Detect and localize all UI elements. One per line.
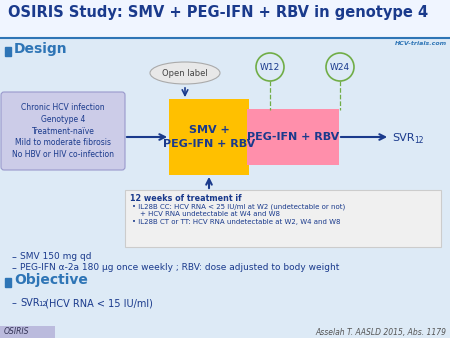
Text: SVR: SVR — [20, 298, 40, 308]
Text: Design: Design — [14, 42, 68, 56]
Text: –: – — [12, 298, 17, 308]
Text: Open label: Open label — [162, 69, 208, 77]
Text: OSIRIS Study: SMV + PEG-IFN + RBV in genotype 4: OSIRIS Study: SMV + PEG-IFN + RBV in gen… — [8, 5, 428, 20]
Text: OSIRIS: OSIRIS — [4, 328, 30, 337]
Text: Asselah T. AASLD 2015, Abs. 1179: Asselah T. AASLD 2015, Abs. 1179 — [315, 328, 446, 337]
Text: SMV +
PEG-IFN + RBV: SMV + PEG-IFN + RBV — [163, 125, 255, 149]
Text: W12: W12 — [260, 63, 280, 72]
Text: • IL28B CC: HCV RNA < 25 IU/ml at W2 (undetectable or not): • IL28B CC: HCV RNA < 25 IU/ml at W2 (un… — [132, 203, 345, 210]
FancyBboxPatch shape — [247, 109, 339, 165]
Text: Chronic HCV infection
Genotype 4
Treatment-naïve
Mild to moderate fibrosis
No HB: Chronic HCV infection Genotype 4 Treatme… — [12, 103, 114, 159]
Text: Objective: Objective — [14, 273, 88, 287]
Text: 12 weeks of treatment if: 12 weeks of treatment if — [130, 194, 242, 203]
Text: 12: 12 — [414, 136, 423, 145]
Text: SMV 150 mg qd: SMV 150 mg qd — [20, 252, 91, 261]
Ellipse shape — [150, 62, 220, 84]
Text: • IL28B CT or TT: HCV RNA undetectable at W2, W4 and W8: • IL28B CT or TT: HCV RNA undetectable a… — [132, 219, 341, 225]
FancyBboxPatch shape — [0, 326, 55, 338]
FancyBboxPatch shape — [169, 99, 249, 175]
Text: PEG-IFN + RBV: PEG-IFN + RBV — [247, 132, 339, 142]
Bar — [5, 47, 11, 56]
Text: –: – — [12, 252, 17, 262]
FancyBboxPatch shape — [125, 190, 441, 247]
Text: + HCV RNA undetectable at W4 and W8: + HCV RNA undetectable at W4 and W8 — [140, 211, 280, 217]
Text: 12: 12 — [38, 300, 47, 307]
Bar — [5, 278, 11, 287]
Text: W24: W24 — [330, 63, 350, 72]
FancyBboxPatch shape — [1, 92, 125, 170]
Text: SVR: SVR — [392, 133, 414, 143]
Text: PEG-IFN α-2a 180 μg once weekly ; RBV: dose adjusted to body weight: PEG-IFN α-2a 180 μg once weekly ; RBV: d… — [20, 263, 339, 272]
FancyBboxPatch shape — [0, 0, 450, 38]
Text: –: – — [12, 263, 17, 273]
Text: HCV-trials.com: HCV-trials.com — [395, 41, 447, 46]
Text: (HCV RNA < 15 IU/ml): (HCV RNA < 15 IU/ml) — [42, 298, 153, 308]
